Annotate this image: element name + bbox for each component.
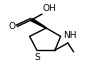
Text: NH: NH xyxy=(64,31,77,40)
Polygon shape xyxy=(31,19,46,28)
Text: OH: OH xyxy=(43,4,56,13)
Text: O: O xyxy=(8,22,15,31)
Text: S: S xyxy=(34,53,40,62)
